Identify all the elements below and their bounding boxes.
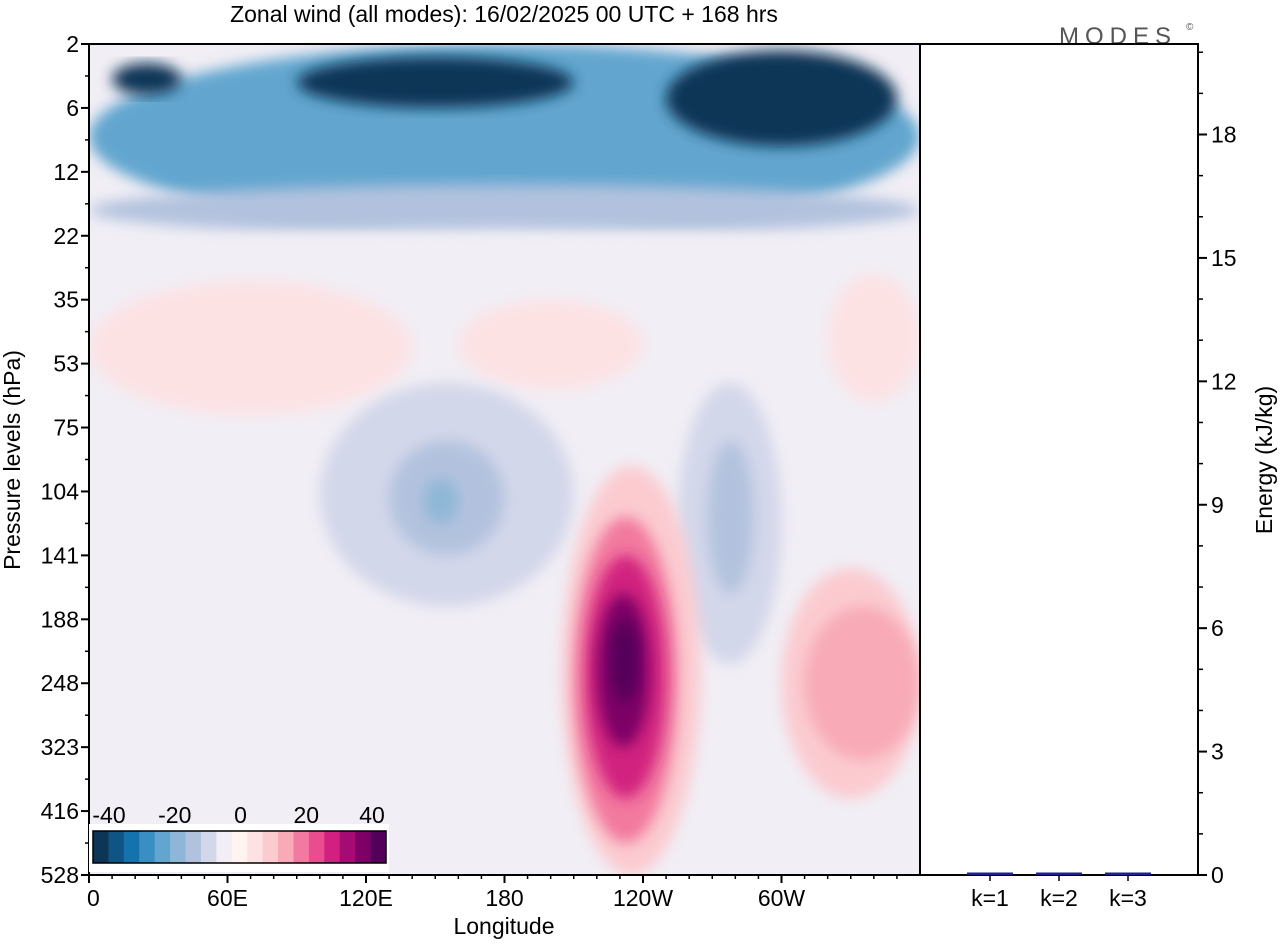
- energy-category-label: k=3: [1109, 885, 1147, 911]
- colorbar-frame: [92, 830, 387, 864]
- longitude-axis: 0 60E 120E 180 120W 60W: [87, 875, 898, 911]
- energy-tick-label: 18: [1211, 122, 1237, 148]
- y-tick-label: 75: [53, 415, 79, 441]
- colorbar-tick-label: 20: [293, 802, 319, 828]
- heatmap-contours: [89, 44, 920, 875]
- x-tick-label: 120W: [613, 885, 673, 911]
- energy-tick-label: 9: [1211, 492, 1224, 518]
- colorbar-swatch: [216, 831, 233, 863]
- heatmap-region: [112, 523, 205, 760]
- heatmap-region: [112, 63, 182, 96]
- energy-tick-label: 15: [1211, 245, 1237, 271]
- y-tick-label: 22: [53, 223, 79, 249]
- y-axis-label: Pressure levels (hPa): [0, 350, 25, 570]
- y-tick-label: 528: [41, 862, 79, 888]
- heatmap-region: [458, 299, 643, 390]
- colorbar-swatch: [247, 831, 264, 863]
- colorbar-swatch: [139, 831, 156, 863]
- y-tick-label: 2: [66, 31, 79, 57]
- y-tick-label: 104: [41, 478, 80, 504]
- y-tick-label: 141: [41, 542, 79, 568]
- colorbar-legend: -40 -20 0 20 40: [89, 802, 389, 872]
- colorbar-swatch: [339, 831, 356, 863]
- colorbar-swatch: [123, 831, 140, 863]
- energy-axis-label: Energy (kJ/kg): [1251, 386, 1277, 534]
- energy-tick-label: 3: [1211, 739, 1224, 765]
- colorbar-tick-label: 40: [359, 802, 385, 828]
- energy-category-label: k=2: [1040, 885, 1078, 911]
- heatmap-region: [827, 274, 920, 402]
- y-tick-label: 6: [66, 95, 79, 121]
- energy-axis: 0 3 6 9 12 15 18: [1198, 51, 1237, 888]
- colorbar-swatch: [278, 831, 294, 863]
- heatmap-region: [89, 184, 920, 236]
- heatmap-region: [423, 478, 459, 524]
- heatmap-region: [89, 280, 413, 415]
- energy-frame: [919, 43, 1199, 876]
- chart-title: Zonal wind (all modes): 16/02/2025 00 UT…: [230, 1, 778, 27]
- colorbar-swatch: [370, 831, 387, 863]
- heatmap-region: [707, 440, 754, 594]
- energy-tick-label: 6: [1211, 615, 1224, 641]
- pressure-axis: 2 6 12 22 35 53 75 104 141 188 248 323 416 528: [41, 31, 89, 888]
- colorbar-swatch: [170, 831, 186, 863]
- y-tick-label: 416: [41, 798, 79, 824]
- colorbar-tick-label: -40: [92, 802, 125, 828]
- y-tick-label: 53: [53, 351, 79, 377]
- colorbar-tick-label: 0: [234, 802, 247, 828]
- colorbar-swatch: [93, 831, 109, 863]
- y-tick-label: 248: [41, 670, 79, 696]
- y-tick-label: 188: [41, 606, 79, 632]
- colorbar-swatch: [185, 831, 202, 863]
- colorbar-tick-label: -20: [158, 802, 191, 828]
- x-tick-label: 120E: [339, 885, 393, 911]
- x-axis-label: Longitude: [453, 913, 554, 939]
- colorbar-swatch: [293, 831, 310, 863]
- energy-bar: [967, 872, 1013, 875]
- y-tick-label: 35: [53, 287, 79, 313]
- energy-panel: 0 3 6 9 12 15 18 k=1 k=2 k=3: [919, 43, 1237, 911]
- brand-mark: ©: [1186, 22, 1194, 33]
- heatmap-plot: [88, 43, 921, 876]
- heatmap-region: [296, 56, 574, 108]
- heatmap-region: [804, 606, 920, 760]
- colorbar-swatch: [308, 831, 325, 863]
- colorbar-swatch: [200, 831, 217, 863]
- energy-bar: [1036, 872, 1082, 875]
- heatmap-region: [610, 619, 639, 703]
- colorbar-swatch: [262, 831, 279, 863]
- energy-tick-label: 12: [1211, 368, 1237, 394]
- energy-category-label: k=1: [971, 885, 1009, 911]
- heatmap-region: [666, 50, 897, 147]
- x-tick-label: 180: [485, 885, 523, 911]
- x-tick-label: 60W: [758, 885, 806, 911]
- energy-bar: [1105, 872, 1151, 875]
- x-tick-label: 60E: [207, 885, 248, 911]
- y-tick-label: 323: [41, 734, 79, 760]
- colorbar-swatch: [154, 831, 171, 863]
- colorbar-swatch: [355, 831, 371, 863]
- energy-bars: k=1 k=2 k=3: [967, 872, 1151, 911]
- x-tick-label: 0: [87, 885, 100, 911]
- colorbar-swatch: [231, 831, 248, 863]
- colorbar-swatch: [108, 831, 125, 863]
- y-tick-label: 12: [53, 159, 79, 185]
- energy-tick-label: 0: [1211, 862, 1224, 888]
- colorbar-swatch: [324, 831, 341, 863]
